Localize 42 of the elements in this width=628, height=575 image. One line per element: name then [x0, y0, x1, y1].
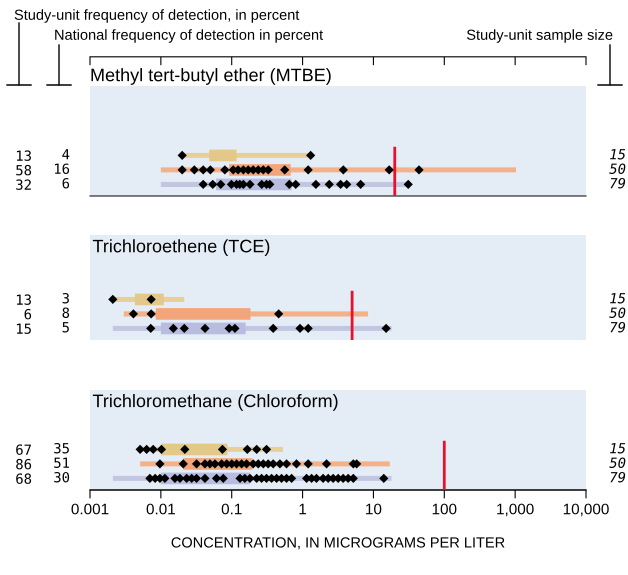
- text: 6: [24, 308, 32, 320]
- text: 51: [54, 458, 70, 468]
- x-tick-label: 0.001: [71, 504, 108, 514]
- x-tick-label: 0.01: [146, 504, 175, 514]
- text: 5: [62, 322, 69, 332]
- y-tick-label: 68: [16, 473, 32, 484]
- chart-title: Trichloroethene (TCE): [92, 239, 270, 256]
- text: 15: [610, 149, 626, 160]
- y-tick-label: 67: [16, 444, 31, 455]
- chart-title: Methyl tert-butyl ether (MTBE): [91, 68, 331, 85]
- text: 50: [609, 307, 626, 318]
- text: 3: [62, 292, 69, 304]
- text: 35: [54, 442, 69, 454]
- text: 4: [62, 149, 70, 160]
- text: 79: [610, 472, 626, 482]
- x-tick-label: 1,000: [497, 504, 534, 516]
- category-label: 13: [16, 294, 31, 305]
- text: 15: [610, 443, 626, 454]
- y-tick-label: 86: [16, 458, 32, 470]
- x-axis-title: CONCENTRATION, IN MICROGRAMS PER LITER: [172, 537, 505, 550]
- text: 30: [54, 472, 70, 482]
- x-tick-label: 100: [432, 504, 456, 514]
- x-tick-label: 1: [299, 504, 306, 514]
- text: 8: [62, 307, 70, 318]
- x-tick-label: 10: [366, 504, 382, 514]
- text: Study-unit sample size: [466, 29, 612, 43]
- x-tick-label: 0.1: [222, 504, 242, 514]
- category-label: 13: [16, 150, 31, 161]
- text: 79: [610, 178, 626, 188]
- text: 50: [609, 457, 626, 468]
- category-label: 32: [16, 179, 31, 190]
- chart-title: Trichloromethane (Chloroform): [92, 394, 338, 411]
- text: 50: [609, 163, 626, 174]
- text: 16: [54, 163, 70, 174]
- text: 15: [610, 293, 626, 304]
- text: Study-unit frequency of detection, in percent: [14, 9, 300, 23]
- text: 6: [62, 178, 70, 188]
- text: National frequency of detection in percent: [55, 29, 324, 43]
- category-label: 58: [16, 164, 32, 176]
- x-tick-label: 10,000: [564, 504, 609, 516]
- text: 15: [16, 324, 31, 334]
- text: 79: [610, 322, 626, 332]
